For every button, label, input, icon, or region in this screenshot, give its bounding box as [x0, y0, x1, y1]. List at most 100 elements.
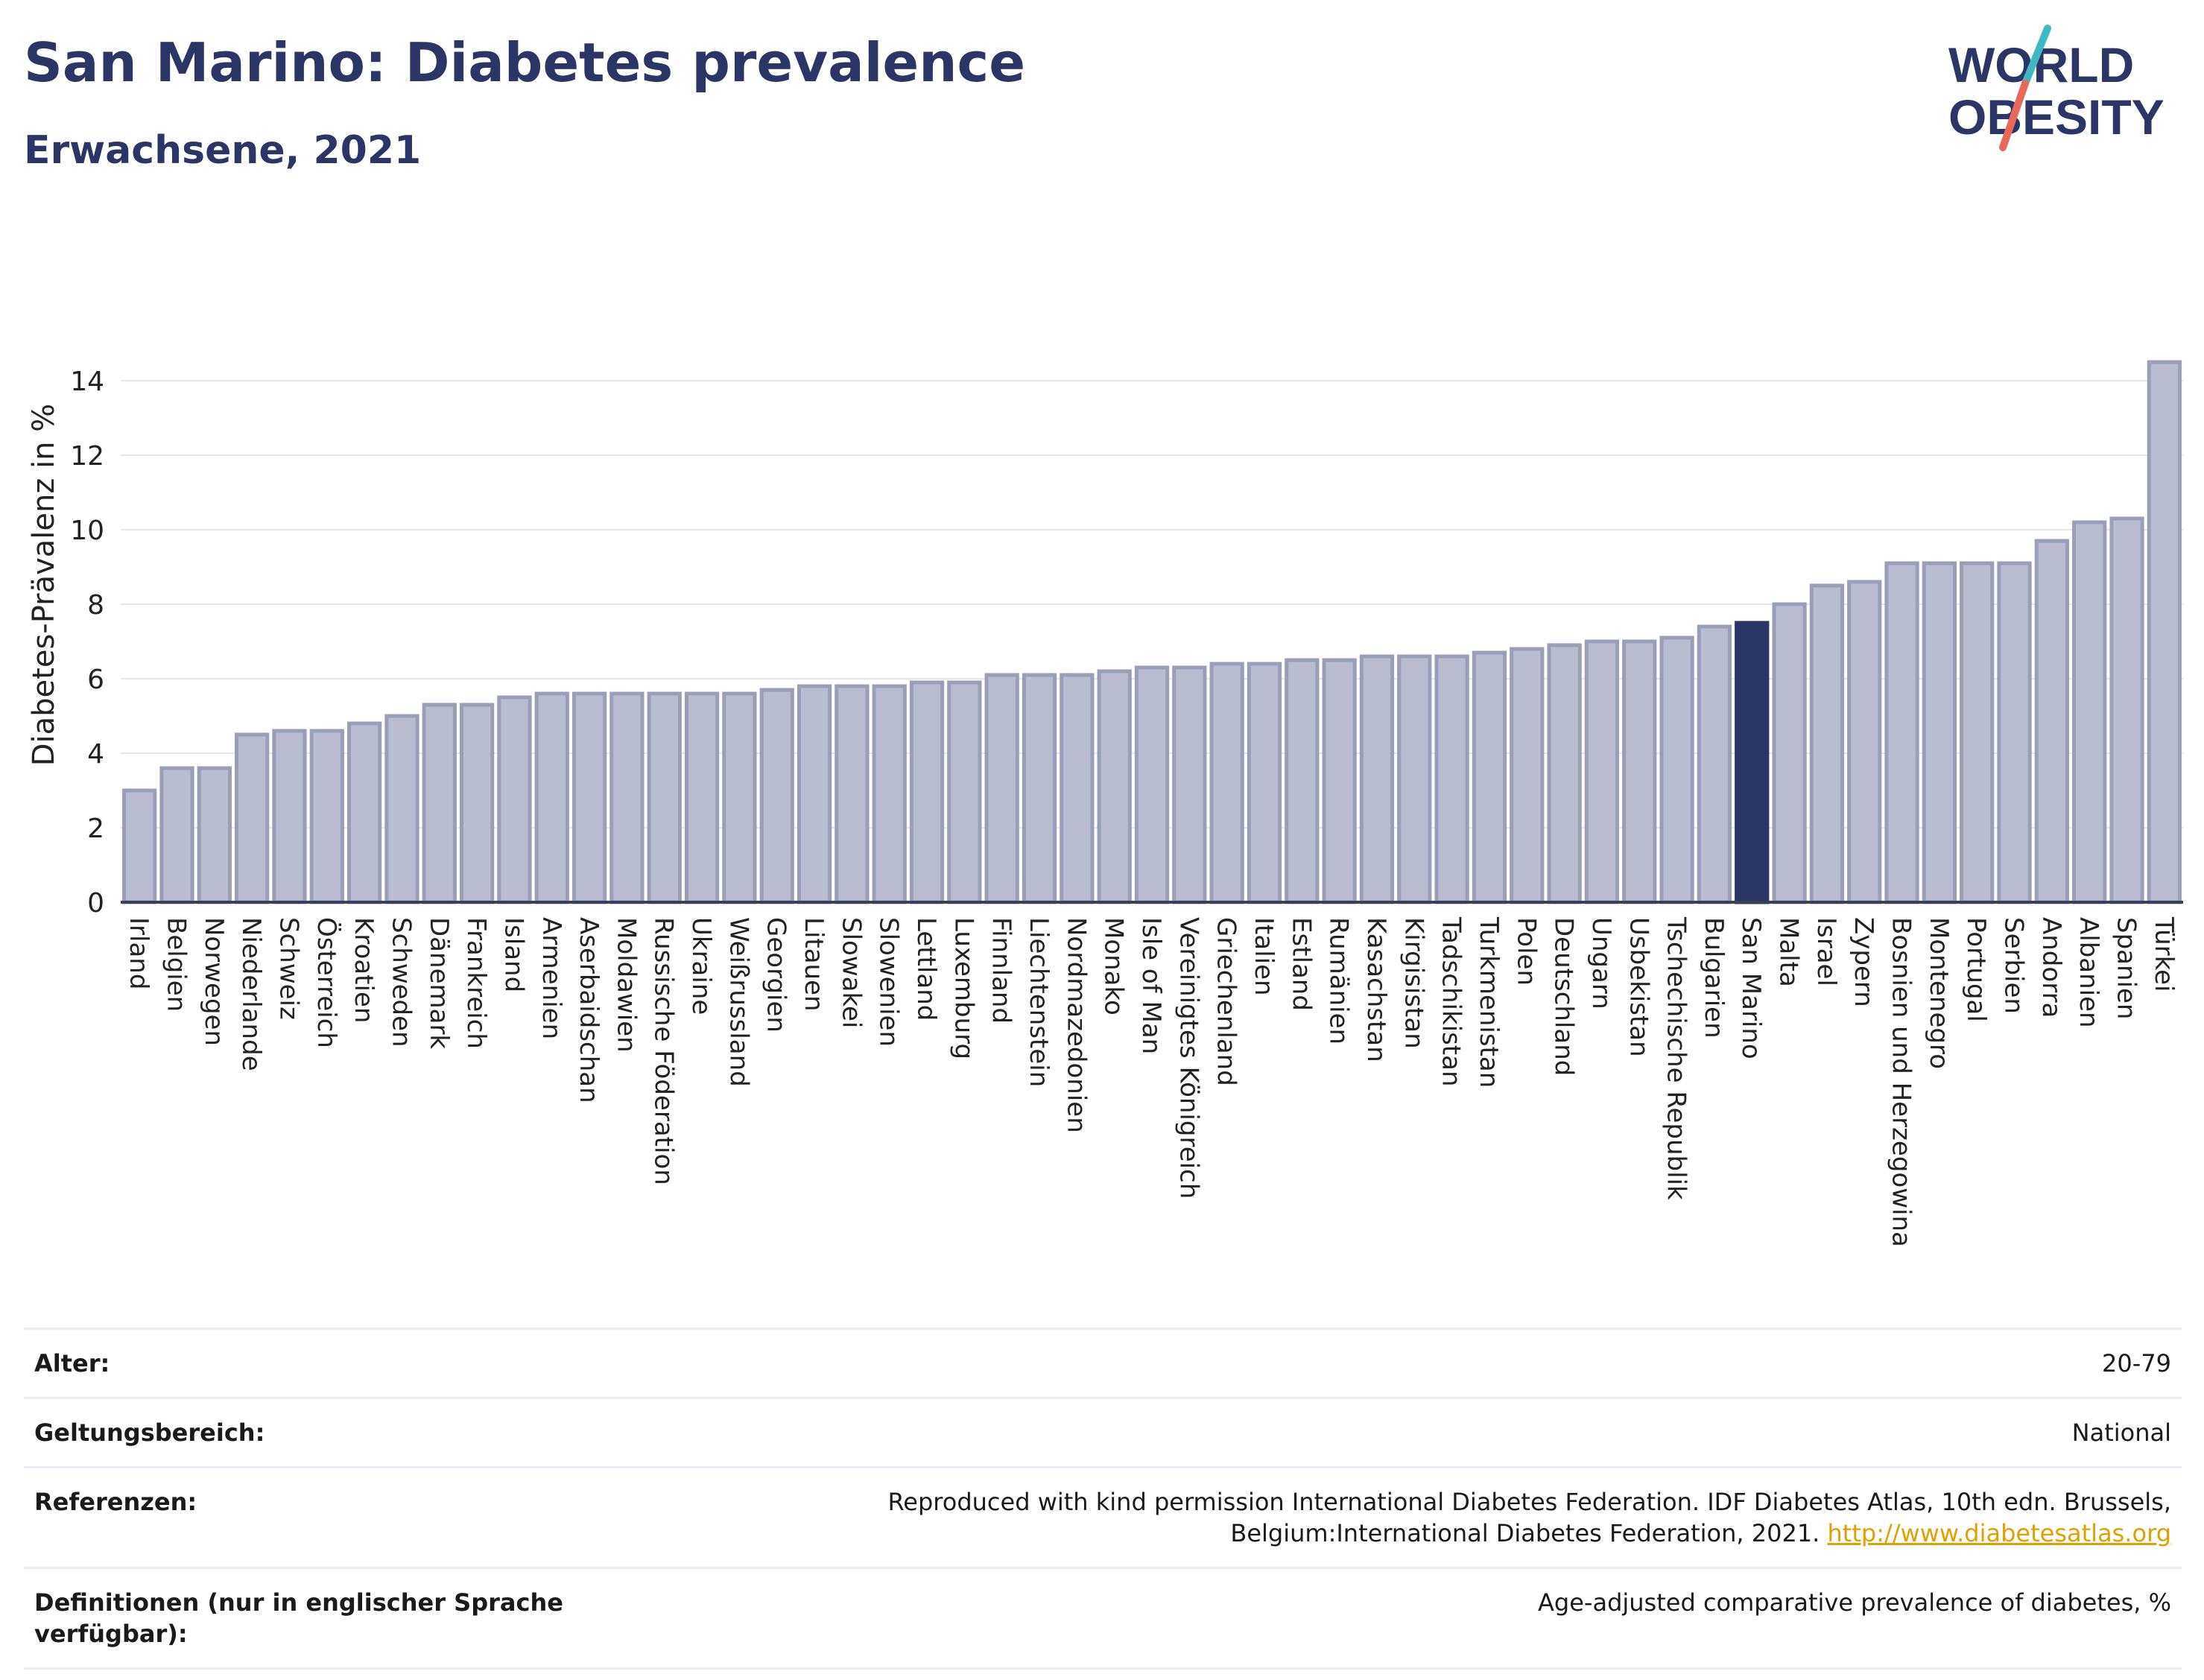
x-tick-label: Slowenien: [874, 917, 904, 1047]
x-tick-label: Litauen: [799, 917, 829, 1012]
bar: [2072, 520, 2107, 904]
bar: [1060, 673, 1095, 904]
bar: [1884, 561, 1919, 904]
reference-link[interactable]: http://www.diabetesatlas.org: [1827, 1519, 2171, 1547]
bar: [571, 691, 607, 904]
bar: [947, 680, 982, 904]
bar: [647, 691, 682, 904]
x-tick-label: Irland: [124, 917, 153, 989]
meta-row-definitions: Definitionen (nur in englischer Sprache …: [24, 1567, 2182, 1670]
bar: [1510, 647, 1545, 904]
bar: [684, 691, 720, 904]
bar: [197, 766, 232, 904]
x-tick-label: Montenegro: [1924, 917, 1954, 1069]
x-tick-label: Vereinigtes Königreich: [1174, 917, 1203, 1199]
bar: [1960, 561, 1995, 904]
x-tick-label: Österreich: [311, 917, 342, 1048]
x-tick-label: Russische Föderation: [649, 917, 679, 1185]
bar: [422, 703, 457, 904]
meta-label: Alter:: [34, 1349, 110, 1378]
x-tick-label: Aserbaidschan: [574, 917, 604, 1103]
meta-value: Age-adjusted comparative prevalence of d…: [1538, 1588, 2171, 1617]
x-tick-label: Rumänien: [1324, 917, 1354, 1045]
bar: [1697, 624, 1732, 904]
x-tick-label: Andorra: [2036, 917, 2066, 1018]
bar: [984, 673, 1019, 904]
bar: [1434, 654, 1469, 904]
meta-row-scope: Geltungsbereich: National: [24, 1397, 2182, 1466]
y-tick-label: 6: [87, 665, 104, 695]
bar: [722, 691, 757, 904]
metadata-table: Alter: 20-79 Geltungsbereich: National R…: [24, 1328, 2182, 1670]
x-tick-label: Ukraine: [686, 917, 716, 1015]
bar: [534, 691, 569, 904]
y-tick-label: 2: [87, 814, 104, 844]
x-tick-label: Turkmenistan: [1474, 916, 1504, 1088]
chart-title: San Marino: Diabetes prevalence: [24, 31, 1026, 94]
y-axis-ticks: 0 2 4 6 8 10 12 14: [70, 367, 104, 919]
bar: [1809, 583, 1845, 904]
x-tick-label: Nordmazedonien: [1061, 917, 1091, 1133]
bar: [609, 691, 645, 904]
x-tick-label: Monako: [1099, 917, 1129, 1015]
bar-chart: 0 2 4 6 8 10 12 14 Irland Belgien Norwegen Niederl…: [27, 360, 2183, 1247]
x-tick-label: Norwegen: [199, 917, 229, 1046]
x-tick-label: Kirgisistan: [1399, 917, 1428, 1049]
bar: [1659, 635, 1694, 904]
bar: [309, 729, 344, 904]
x-tick-label: Zypern: [1849, 917, 1878, 1007]
bar: [122, 788, 157, 904]
x-tick-label: Polen: [1511, 917, 1541, 986]
x-tick-label: Serbien: [1999, 917, 2029, 1014]
bar: [2034, 539, 2069, 904]
x-tick-label: Moldawien: [611, 917, 641, 1053]
bar: [1472, 650, 1507, 904]
x-tick-label: Dänemark: [424, 917, 454, 1049]
meta-label: Referenzen:: [34, 1488, 197, 1516]
bar: [1397, 654, 1432, 904]
bar: [797, 684, 832, 904]
logo-slash-coral: [1999, 80, 2029, 151]
x-tick-label: Estland: [1286, 917, 1316, 1011]
meta-value: 20-79: [2102, 1349, 2171, 1378]
x-tick-label: Island: [498, 917, 528, 992]
bar: [1622, 639, 1657, 904]
x-tick-label: Bosnien und Herzegowina: [1887, 917, 1916, 1247]
bar: [1584, 639, 1620, 904]
x-tick-label: Albanien: [2074, 917, 2103, 1028]
bar: [346, 721, 382, 904]
bar-highlight: [1735, 621, 1770, 904]
bar: [459, 703, 495, 904]
x-tick-label: San Marino: [1736, 917, 1766, 1059]
bar: [835, 684, 870, 904]
x-tick-label: Frankreich: [461, 917, 491, 1049]
y-axis-title: Diabetes-Prävalenz in %: [27, 404, 61, 767]
bar: [759, 688, 794, 904]
bar: [235, 732, 270, 904]
bar: [1285, 658, 1320, 904]
x-tick-label: Malta: [1774, 917, 1804, 987]
x-tick-label: Luxemburg: [949, 917, 978, 1059]
bars: [122, 360, 2182, 904]
bar: [2147, 360, 2182, 904]
x-tick-label: Tadschikistan: [1437, 916, 1466, 1087]
y-tick-label: 4: [87, 739, 104, 770]
bar: [909, 680, 945, 904]
meta-label: Definitionen (nur in englischer Sprache …: [34, 1588, 563, 1648]
logo-slash-teal: [2021, 25, 2051, 87]
meta-row-age: Alter: 20-79: [24, 1328, 2182, 1397]
x-tick-label: Liechtenstein: [1024, 917, 1054, 1087]
x-tick-label: Kasachstan: [1361, 917, 1391, 1062]
x-tick-label: Isle of Man: [1136, 917, 1166, 1054]
meta-label: Geltungsbereich:: [34, 1419, 265, 1447]
x-tick-label: Portugal: [1961, 917, 1991, 1022]
y-tick-label: 10: [70, 516, 104, 546]
y-tick-label: 8: [87, 590, 104, 621]
x-tick-label: Armenien: [536, 917, 566, 1039]
x-tick-label: Slowakei: [836, 917, 866, 1028]
bar: [872, 684, 907, 904]
x-tick-label: Italien: [1249, 917, 1279, 996]
x-tick-label: Belgien: [161, 917, 191, 1012]
y-tick-label: 12: [70, 441, 104, 472]
x-axis-labels: Irland Belgien Norwegen Niederlande Schweiz Ö…: [124, 916, 2179, 1247]
